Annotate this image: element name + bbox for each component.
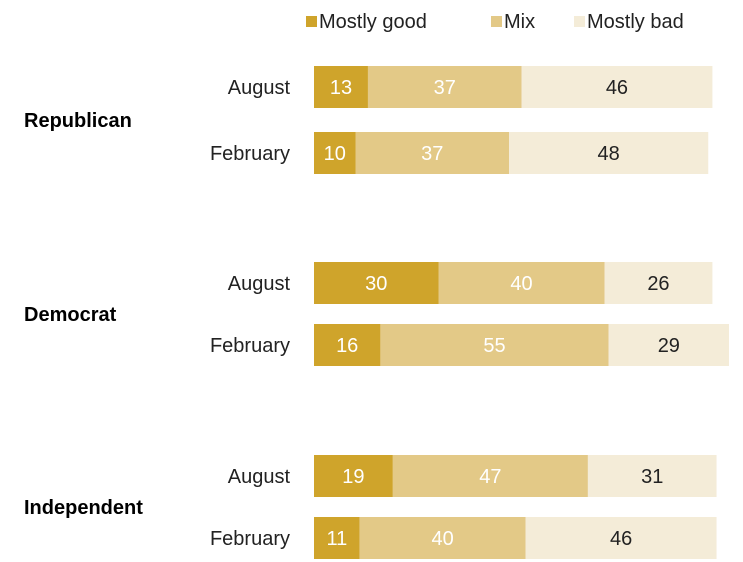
data-label-1-1-1: 55 bbox=[483, 335, 505, 357]
bar-segment-0-0-1 bbox=[367, 66, 522, 108]
data-label-2-0-1: 47 bbox=[479, 466, 501, 488]
data-label-0-0-2: 46 bbox=[606, 77, 628, 99]
data-label-1-0-2: 26 bbox=[647, 273, 669, 295]
group-label-1: Democrat bbox=[24, 304, 117, 326]
data-label-0-0-0: 13 bbox=[330, 77, 352, 99]
group-2: Independent August 19 47 31 February 11 40 46 bbox=[24, 455, 717, 559]
bar-segment-0-0-0 bbox=[314, 66, 368, 108]
bar-row-1-1: February 16 55 29 bbox=[210, 324, 729, 366]
group-0: Republican August 13 37 46 February 10 37 48 bbox=[24, 66, 713, 174]
bar-segment-0-1-2 bbox=[509, 132, 709, 174]
data-label-1-0-0: 30 bbox=[365, 273, 387, 295]
row-label-0-1: February bbox=[210, 143, 290, 165]
row-label-2-1: February bbox=[210, 528, 290, 550]
bar-segment-1-1-0 bbox=[314, 324, 381, 366]
row-label-0-0: August bbox=[228, 77, 291, 99]
row-label-1-0: August bbox=[228, 273, 291, 295]
bar-segment-2-0-2 bbox=[587, 455, 717, 497]
bar-segment-1-0-0 bbox=[314, 262, 439, 304]
group-label-0: Republican bbox=[24, 110, 132, 132]
group-label-2: Independent bbox=[24, 497, 143, 519]
bar-row-1-0: August 30 40 26 bbox=[228, 262, 713, 304]
bar-row-2-0: August 19 47 31 bbox=[228, 455, 717, 497]
group-1: Democrat August 30 40 26 February 16 55 29 bbox=[24, 262, 729, 366]
bar-row-0-0: August 13 37 46 bbox=[228, 66, 713, 108]
bar-segment-0-1-1 bbox=[355, 132, 510, 174]
data-label-2-0-0: 19 bbox=[342, 466, 364, 488]
legend-swatch-0 bbox=[306, 16, 317, 27]
bar-segment-1-1-1 bbox=[380, 324, 609, 366]
bar-segment-2-0-0 bbox=[314, 455, 393, 497]
data-label-0-1-0: 10 bbox=[324, 143, 346, 165]
row-label-2-0: August bbox=[228, 466, 291, 488]
bar-segment-0-1-0 bbox=[314, 132, 356, 174]
data-label-2-1-0: 11 bbox=[326, 528, 347, 550]
data-label-0-1-2: 48 bbox=[598, 143, 620, 165]
legend-label-0: Mostly good bbox=[319, 11, 427, 33]
data-label-1-0-1: 40 bbox=[510, 273, 532, 295]
bar-segment-1-0-2 bbox=[604, 262, 713, 304]
bar-row-2-1: February 11 40 46 bbox=[210, 517, 717, 559]
legend-swatch-1 bbox=[491, 16, 502, 27]
bar-row-0-1: February 10 37 48 bbox=[210, 132, 709, 174]
bar-segment-2-1-2 bbox=[525, 517, 717, 559]
data-label-1-1-2: 29 bbox=[658, 335, 680, 357]
row-label-1-1: February bbox=[210, 335, 290, 357]
bar-segment-1-0-1 bbox=[438, 262, 605, 304]
data-label-0-0-1: 37 bbox=[434, 77, 456, 99]
data-label-2-1-1: 40 bbox=[432, 528, 454, 550]
data-label-0-1-1: 37 bbox=[421, 143, 443, 165]
chart-groups: Republican August 13 37 46 February 10 37 48 Demo… bbox=[24, 66, 729, 559]
data-label-2-0-2: 31 bbox=[641, 466, 663, 488]
chart-legend: Mostly good Mix Mostly bad bbox=[306, 11, 684, 33]
data-label-2-1-2: 46 bbox=[610, 528, 632, 550]
legend-swatch-2 bbox=[574, 16, 585, 27]
bar-segment-2-1-1 bbox=[359, 517, 526, 559]
bar-segment-1-1-2 bbox=[608, 324, 729, 366]
bar-segment-0-0-2 bbox=[521, 66, 713, 108]
bar-segment-2-1-0 bbox=[314, 517, 360, 559]
bar-segment-2-0-1 bbox=[392, 455, 588, 497]
legend-label-1: Mix bbox=[504, 11, 535, 33]
legend-label-2: Mostly bad bbox=[587, 11, 684, 33]
data-label-1-1-0: 16 bbox=[336, 335, 358, 357]
